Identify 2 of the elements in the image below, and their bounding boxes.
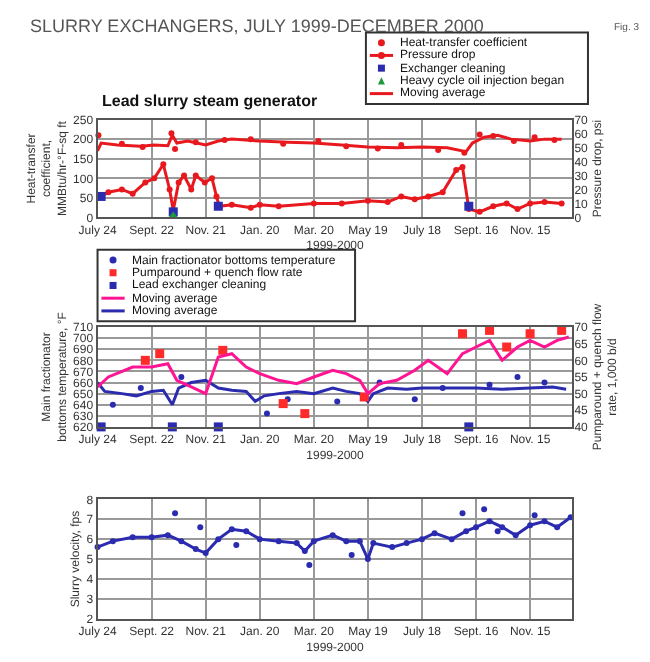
chart-title: SLURRY EXCHANGERS, JULY 1999-DECEMBER 2000 bbox=[30, 16, 484, 36]
chart-subtitle: Lead slurry steam generator bbox=[102, 92, 318, 110]
